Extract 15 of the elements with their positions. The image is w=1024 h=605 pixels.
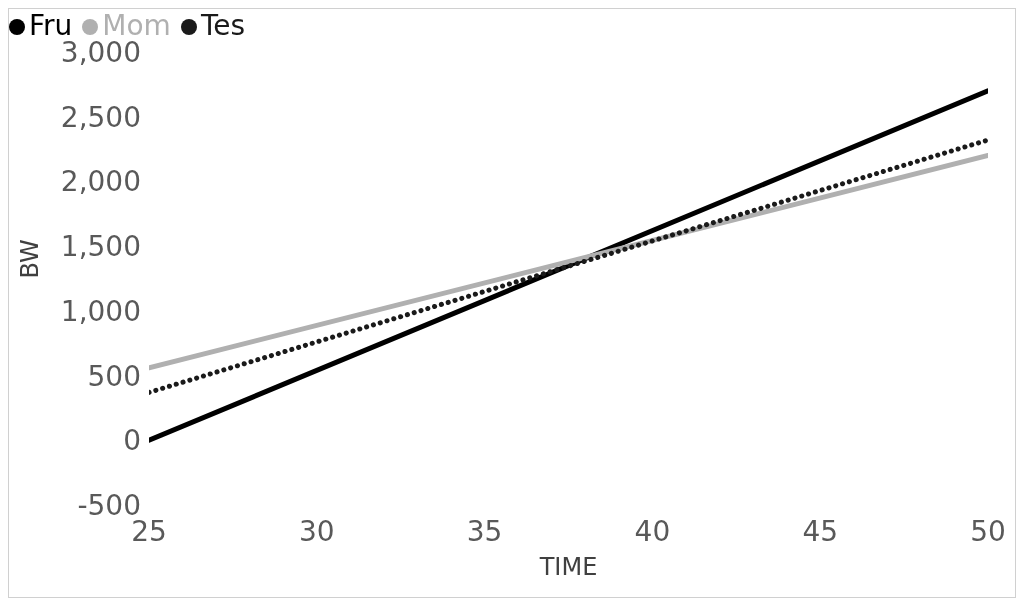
legend-label: Tes bbox=[200, 9, 246, 42]
y-tick-label: 0 bbox=[123, 424, 141, 458]
x-axis-title: TIME bbox=[538, 553, 598, 581]
x-tick-label: 25 bbox=[131, 514, 167, 548]
x-tick-label: 40 bbox=[634, 514, 671, 548]
x-tick-label: 30 bbox=[298, 514, 335, 548]
y-tick-label: 1,500 bbox=[60, 230, 141, 264]
x-tick-label: 35 bbox=[466, 514, 503, 548]
y-tick-label: 500 bbox=[87, 359, 141, 393]
y-tick-label: 1,000 bbox=[60, 294, 141, 328]
y-axis-title: BW bbox=[15, 239, 44, 279]
y-tick-label: 2,500 bbox=[60, 100, 141, 134]
x-tick-label: 45 bbox=[802, 514, 839, 548]
y-tick-label: 2,000 bbox=[60, 165, 141, 199]
x-tick-label: 50 bbox=[970, 514, 1006, 548]
